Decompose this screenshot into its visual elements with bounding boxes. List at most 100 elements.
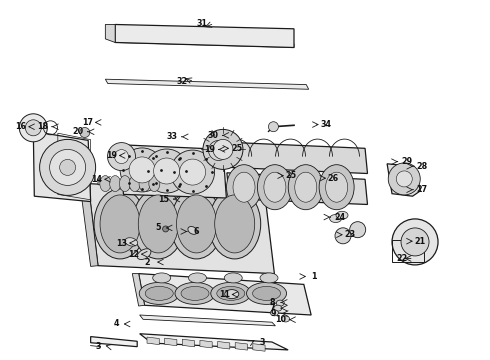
Text: 30: 30	[208, 131, 219, 140]
Circle shape	[25, 120, 41, 136]
Text: 19: 19	[106, 151, 117, 160]
Polygon shape	[200, 340, 212, 348]
Ellipse shape	[264, 172, 286, 202]
Text: 1: 1	[311, 272, 317, 281]
Ellipse shape	[139, 282, 179, 305]
Polygon shape	[132, 274, 145, 306]
Ellipse shape	[326, 172, 347, 202]
Ellipse shape	[260, 273, 278, 283]
Polygon shape	[140, 315, 275, 326]
Ellipse shape	[217, 287, 245, 300]
Ellipse shape	[120, 176, 130, 192]
Text: 21: 21	[415, 237, 425, 246]
Circle shape	[213, 139, 233, 159]
Ellipse shape	[246, 282, 287, 305]
Polygon shape	[147, 337, 159, 345]
Ellipse shape	[94, 189, 146, 259]
Text: 14: 14	[91, 175, 102, 184]
Ellipse shape	[100, 195, 140, 253]
Circle shape	[107, 143, 136, 171]
Ellipse shape	[181, 287, 209, 300]
Text: 6: 6	[193, 227, 199, 236]
Polygon shape	[227, 142, 368, 174]
Polygon shape	[98, 179, 162, 188]
Circle shape	[335, 228, 351, 244]
Text: 34: 34	[320, 120, 331, 129]
Text: 2: 2	[144, 258, 150, 266]
Ellipse shape	[110, 176, 121, 192]
Ellipse shape	[257, 165, 293, 210]
Ellipse shape	[288, 165, 323, 210]
Text: 27: 27	[417, 185, 428, 194]
Polygon shape	[140, 334, 288, 350]
Polygon shape	[88, 245, 274, 274]
Text: 11: 11	[219, 290, 230, 299]
Circle shape	[19, 114, 48, 142]
Polygon shape	[218, 342, 230, 349]
Ellipse shape	[270, 310, 278, 316]
Ellipse shape	[132, 189, 184, 259]
Ellipse shape	[282, 316, 290, 322]
Polygon shape	[105, 24, 115, 42]
Circle shape	[171, 150, 215, 194]
Circle shape	[60, 159, 75, 175]
Circle shape	[129, 157, 155, 183]
Text: 20: 20	[73, 127, 84, 136]
Ellipse shape	[145, 287, 173, 300]
Ellipse shape	[129, 176, 140, 192]
Text: 28: 28	[417, 162, 428, 171]
Circle shape	[392, 219, 438, 265]
Polygon shape	[139, 274, 311, 315]
Polygon shape	[88, 184, 274, 274]
Ellipse shape	[211, 282, 251, 305]
Text: 22: 22	[396, 254, 407, 263]
Ellipse shape	[224, 273, 242, 283]
Text: 26: 26	[328, 174, 339, 183]
Polygon shape	[227, 173, 368, 204]
Circle shape	[203, 129, 243, 170]
Ellipse shape	[125, 238, 138, 246]
Circle shape	[40, 139, 96, 195]
Text: 25: 25	[231, 144, 242, 153]
Bar	[392, 240, 424, 262]
Ellipse shape	[149, 176, 160, 192]
Polygon shape	[253, 344, 265, 351]
Text: 25: 25	[286, 171, 296, 180]
Ellipse shape	[215, 195, 255, 253]
Circle shape	[145, 149, 189, 193]
Polygon shape	[120, 145, 226, 198]
Polygon shape	[115, 24, 294, 48]
Circle shape	[388, 163, 420, 195]
Ellipse shape	[330, 215, 342, 222]
Ellipse shape	[252, 287, 281, 300]
Polygon shape	[165, 338, 177, 346]
Polygon shape	[235, 343, 247, 350]
Polygon shape	[91, 337, 137, 347]
Circle shape	[179, 159, 206, 185]
Circle shape	[163, 226, 169, 232]
Polygon shape	[115, 39, 294, 48]
Ellipse shape	[153, 273, 171, 283]
Text: 16: 16	[15, 122, 26, 131]
Ellipse shape	[188, 226, 197, 234]
Ellipse shape	[274, 305, 282, 311]
Text: 10: 10	[275, 315, 286, 324]
Polygon shape	[80, 184, 98, 266]
Polygon shape	[33, 131, 91, 202]
Ellipse shape	[189, 273, 206, 283]
Text: 24: 24	[334, 212, 345, 221]
Ellipse shape	[295, 172, 317, 202]
Ellipse shape	[209, 189, 261, 259]
Text: 15: 15	[159, 194, 170, 204]
Polygon shape	[105, 79, 309, 89]
Ellipse shape	[176, 195, 217, 253]
Text: 33: 33	[167, 132, 178, 141]
Circle shape	[120, 148, 164, 192]
Ellipse shape	[137, 249, 151, 260]
Text: 19: 19	[204, 145, 215, 154]
Polygon shape	[182, 339, 195, 347]
Ellipse shape	[171, 189, 222, 259]
Ellipse shape	[336, 211, 348, 219]
Text: 9: 9	[270, 309, 276, 318]
Ellipse shape	[319, 165, 354, 210]
